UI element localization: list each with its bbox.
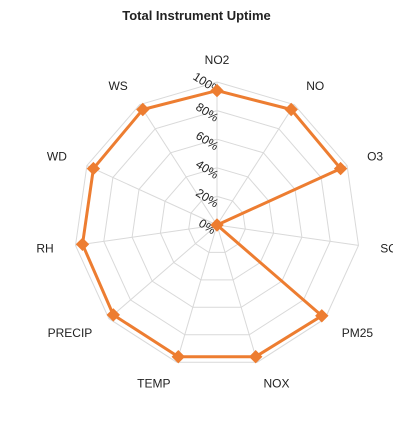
category-label-nox: NOX [264, 376, 290, 390]
data-point-no2 [210, 83, 224, 98]
spoke-ws [139, 104, 218, 226]
spoke-wd [86, 165, 218, 226]
data-point-so2 [210, 218, 224, 232]
series-line [81, 89, 343, 359]
data-point-temp [171, 349, 186, 364]
data-point-precip [106, 308, 121, 322]
category-label-ws: WS [108, 79, 127, 93]
spoke-so2 [216, 224, 359, 246]
data-point-pm25 [315, 309, 329, 323]
category-label-no: NO [306, 79, 324, 93]
category-label-wd: WD [47, 150, 67, 164]
chart-title: Total Instrument Uptime [122, 8, 271, 23]
grid-ring-40 [159, 167, 275, 281]
spoke-temp [176, 224, 218, 363]
category-label-pm25: PM25 [342, 326, 374, 340]
spoke-nox [216, 224, 258, 363]
spoke-precip [108, 224, 218, 319]
grid-ring-100 [74, 81, 360, 363]
category-label-rh: RH [36, 242, 53, 256]
category-label-so2: SO2 [380, 242, 393, 256]
category-label-o3: O3 [367, 150, 383, 164]
data-point-no [284, 102, 298, 117]
data-point-rh [75, 237, 90, 252]
category-label-temp: TEMP [137, 376, 170, 390]
grid-ring-60 [131, 138, 303, 308]
category-label-precip: PRECIP [48, 326, 93, 340]
category-label-no2: NO2 [205, 53, 230, 67]
data-point-wd [86, 161, 101, 176]
spoke-no [216, 104, 295, 226]
grid-ring-20 [188, 195, 246, 253]
data-point-ws [136, 102, 150, 117]
data-point-nox [248, 349, 263, 364]
data-point-o3 [333, 161, 348, 176]
spoke-rh [75, 224, 218, 246]
grid-ring-80 [103, 110, 331, 336]
